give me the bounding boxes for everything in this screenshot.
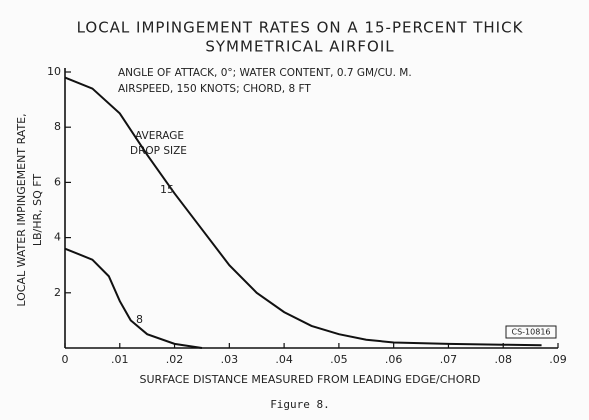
line-series <box>64 247 203 349</box>
y-tick-label: 10 <box>47 65 61 78</box>
x-tick-label: .02 <box>166 353 184 366</box>
y-axis-label: LB/HR, SQ FT <box>31 174 44 247</box>
y-tick-label: 8 <box>54 120 61 133</box>
annotation: CS-10816 <box>512 328 551 337</box>
x-tick-label: .06 <box>385 353 403 366</box>
x-tick-label: .08 <box>494 353 512 366</box>
x-tick-label: .05 <box>330 353 348 366</box>
x-tick-label: .09 <box>549 353 567 366</box>
x-tick-label: .01 <box>111 353 129 366</box>
y-tick-label: 4 <box>54 231 61 244</box>
line-series <box>64 76 542 347</box>
y-tick-label: 2 <box>54 286 61 299</box>
legend-label: 8 <box>136 313 143 326</box>
y-axis-label: LOCAL WATER IMPINGEMENT RATE, <box>15 113 28 306</box>
x-tick-label: .04 <box>275 353 293 366</box>
annotation: AIRSPEED, 150 KNOTS; CHORD, 8 FT <box>118 83 311 95</box>
legend-label: 15 <box>160 183 174 196</box>
chart-title: SYMMETRICAL AIRFOIL <box>205 38 394 56</box>
annotation: DROP SIZE <box>130 145 187 157</box>
x-tick-label: .03 <box>221 353 239 366</box>
annotation: ANGLE OF ATTACK, 0°; WATER CONTENT, 0.7 … <box>118 67 412 79</box>
x-axis-label: SURFACE DISTANCE MEASURED FROM LEADING E… <box>140 373 481 386</box>
stamp-box <box>505 325 557 339</box>
x-tick-label: .07 <box>440 353 458 366</box>
chart-title: LOCAL IMPINGEMENT RATES ON A 15-PERCENT … <box>77 19 524 37</box>
annotation: AVERAGE <box>135 130 184 142</box>
y-tick-label: 6 <box>54 175 61 188</box>
x-tick-label: 0 <box>62 353 69 366</box>
caption: Figure 8. <box>270 398 330 411</box>
